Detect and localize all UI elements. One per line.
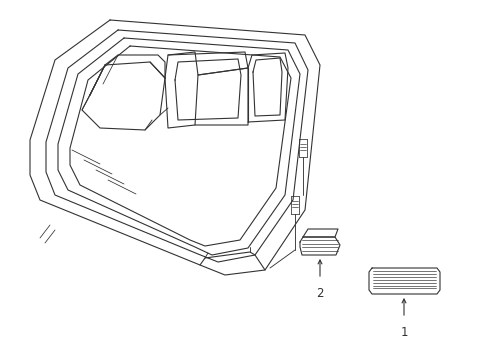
Text: 1: 1	[400, 326, 407, 339]
Text: 2: 2	[316, 287, 323, 300]
